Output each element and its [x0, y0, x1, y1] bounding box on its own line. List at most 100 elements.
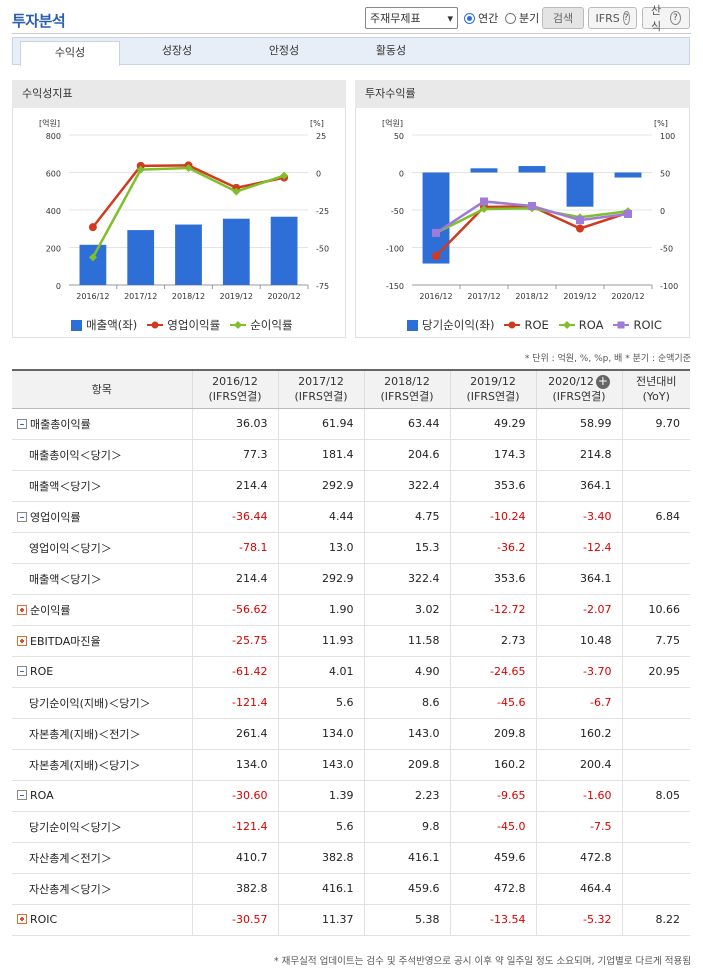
legend-item[interactable]: 순이익률 — [230, 317, 293, 333]
legend-label: 영업이익률 — [167, 318, 221, 332]
radio-quarter-label: 분기 — [519, 12, 540, 25]
tab-growth[interactable]: 성장성 — [161, 44, 193, 57]
collapse-icon[interactable] — [17, 790, 27, 800]
table-row: ROE -61.42 4.01 4.90 -24.65 -3.70 20.95 — [12, 656, 690, 688]
x-tick-label: 2017/12 — [467, 292, 500, 301]
row-label: ROIC — [30, 913, 58, 926]
radio-annual[interactable]: 연간 — [464, 7, 498, 29]
legend-line-icon — [558, 321, 575, 329]
row-label: 매출총이익률 — [30, 417, 91, 431]
tab-profitability[interactable]: 수익성 — [20, 41, 120, 66]
expand-icon[interactable] — [17, 635, 27, 646]
y-tick-left: 400 — [46, 207, 61, 216]
data-point — [88, 223, 97, 232]
header-line1: 2020/12 — [548, 375, 594, 389]
value-cell: -24.65 — [449, 656, 536, 688]
value-cell: 8.6 — [363, 687, 450, 719]
value-cell: 416.1 — [363, 842, 450, 874]
data-point — [576, 216, 584, 225]
row-label: 당기순이익＜당기＞ — [29, 820, 122, 834]
collapse-icon[interactable] — [17, 666, 27, 676]
legend-item[interactable]: ROA — [558, 318, 603, 332]
formula-help-button[interactable]: 산식? — [642, 4, 690, 33]
value-cell: 61.94 — [277, 408, 364, 440]
value-cell: -30.60 — [191, 780, 278, 812]
statement-select[interactable]: 주재무제표 ▾ — [365, 7, 458, 29]
y-tick-right: -50 — [660, 245, 673, 254]
radio-quarter[interactable]: 분기 — [505, 7, 539, 29]
value-cell: 6.84 — [621, 501, 690, 533]
bar — [470, 168, 498, 173]
series-line — [91, 164, 285, 228]
legend-line-icon — [613, 321, 630, 329]
row-label: ROE — [30, 665, 54, 678]
left-panel-title: 수익성지표 — [12, 80, 346, 108]
right-legend: 당기순이익(좌) ROE ROA ROIC — [407, 317, 662, 333]
value-cell: -56.62 — [191, 594, 278, 626]
value-cell: 4.01 — [277, 656, 364, 688]
y-tick-right: -25 — [316, 207, 329, 216]
ifrs-help-button[interactable]: IFRS? — [588, 7, 637, 29]
row-label-cell[interactable]: EBITDA마진율 — [12, 625, 192, 657]
formula-label: 산식 — [651, 4, 662, 33]
column-header: 전년대비 (YoY) — [621, 369, 690, 409]
tab-activity[interactable]: 활동성 — [375, 44, 407, 57]
column-header: 2020/12 + (IFRS연결) — [535, 369, 622, 409]
row-label-cell[interactable]: ROA — [12, 780, 192, 812]
table-row: 자본총계(지배)＜전기＞ 261.4 134.0 143.0 209.8 160.2 — [12, 718, 690, 750]
row-label-cell[interactable]: ROE — [12, 656, 192, 688]
row-label: 영업이익＜당기＞ — [29, 541, 112, 555]
row-label-cell[interactable]: ROIC — [12, 904, 192, 936]
value-cell: 459.6 — [449, 842, 536, 874]
value-cell: 8.05 — [621, 780, 690, 812]
header-line2: (YoY) — [642, 390, 670, 404]
expand-icon[interactable] — [17, 604, 27, 615]
tab-stability[interactable]: 안정성 — [268, 44, 300, 57]
analysis-tabs: 수익성 성장성 안정성 활동성 — [12, 37, 690, 66]
value-cell: 214.8 — [535, 439, 622, 471]
question-icon: ? — [622, 11, 630, 25]
legend-item[interactable]: 매출액(좌) — [71, 317, 137, 333]
value-cell: -10.24 — [449, 501, 536, 533]
search-button[interactable]: 검색 — [542, 7, 584, 29]
value-cell: -25.75 — [191, 625, 278, 657]
collapse-icon[interactable] — [17, 511, 27, 522]
value-cell: 322.4 — [363, 470, 450, 502]
value-cell: 459.6 — [363, 873, 450, 905]
ifrs-label: IFRS — [595, 11, 620, 25]
data-point — [280, 171, 289, 180]
row-label: 매출총이익＜당기＞ — [29, 448, 122, 462]
row-label-cell[interactable]: 순이익률 — [12, 594, 192, 626]
footnote: * 재무실적 업데이트는 검수 및 주석반영으로 공시 이후 약 일주일 정도 … — [273, 956, 691, 967]
row-label-cell[interactable]: 영업이익률 — [12, 501, 192, 533]
data-point — [528, 201, 536, 210]
expand-columns-icon[interactable]: + — [595, 374, 610, 390]
header-line1: 2019/12 — [470, 375, 516, 389]
row-label-cell[interactable]: 매출총이익률 — [12, 408, 192, 440]
table-row: 순이익률 -56.62 1.90 3.02 -12.72 -2.07 10.66 — [12, 594, 690, 626]
expand-icon[interactable] — [17, 914, 27, 924]
y-tick-right: 50 — [660, 170, 670, 179]
legend-item[interactable]: 당기순이익(좌) — [407, 317, 494, 333]
y-tick-left: 0 — [399, 170, 404, 179]
title-divider — [12, 33, 691, 34]
table-row: 매출액＜당기＞ 214.4 292.9 322.4 353.6 364.1 — [12, 470, 690, 502]
column-header: 2019/12 (IFRS연결) — [449, 369, 536, 409]
value-cell: 472.8 — [449, 873, 536, 905]
collapse-icon[interactable] — [17, 418, 27, 429]
data-point — [576, 224, 584, 233]
value-cell: 9.8 — [363, 811, 450, 843]
radio-annual-label: 연간 — [478, 12, 499, 25]
legend-line-icon — [230, 321, 247, 329]
value-cell: 472.8 — [535, 842, 622, 874]
legend-item[interactable]: ROIC — [613, 318, 662, 332]
x-tick-label: 2019/12 — [563, 292, 596, 301]
legend-item[interactable]: 영업이익률 — [147, 317, 220, 333]
value-cell: 20.95 — [621, 656, 690, 688]
row-label-cell: 당기순이익＜당기＞ — [12, 811, 192, 843]
y-tick-left: -150 — [386, 282, 404, 291]
value-cell: -7.5 — [535, 811, 622, 843]
x-tick-label: 2018/12 — [515, 292, 548, 301]
legend-item[interactable]: ROE — [504, 318, 549, 332]
value-cell: 11.37 — [277, 904, 364, 936]
